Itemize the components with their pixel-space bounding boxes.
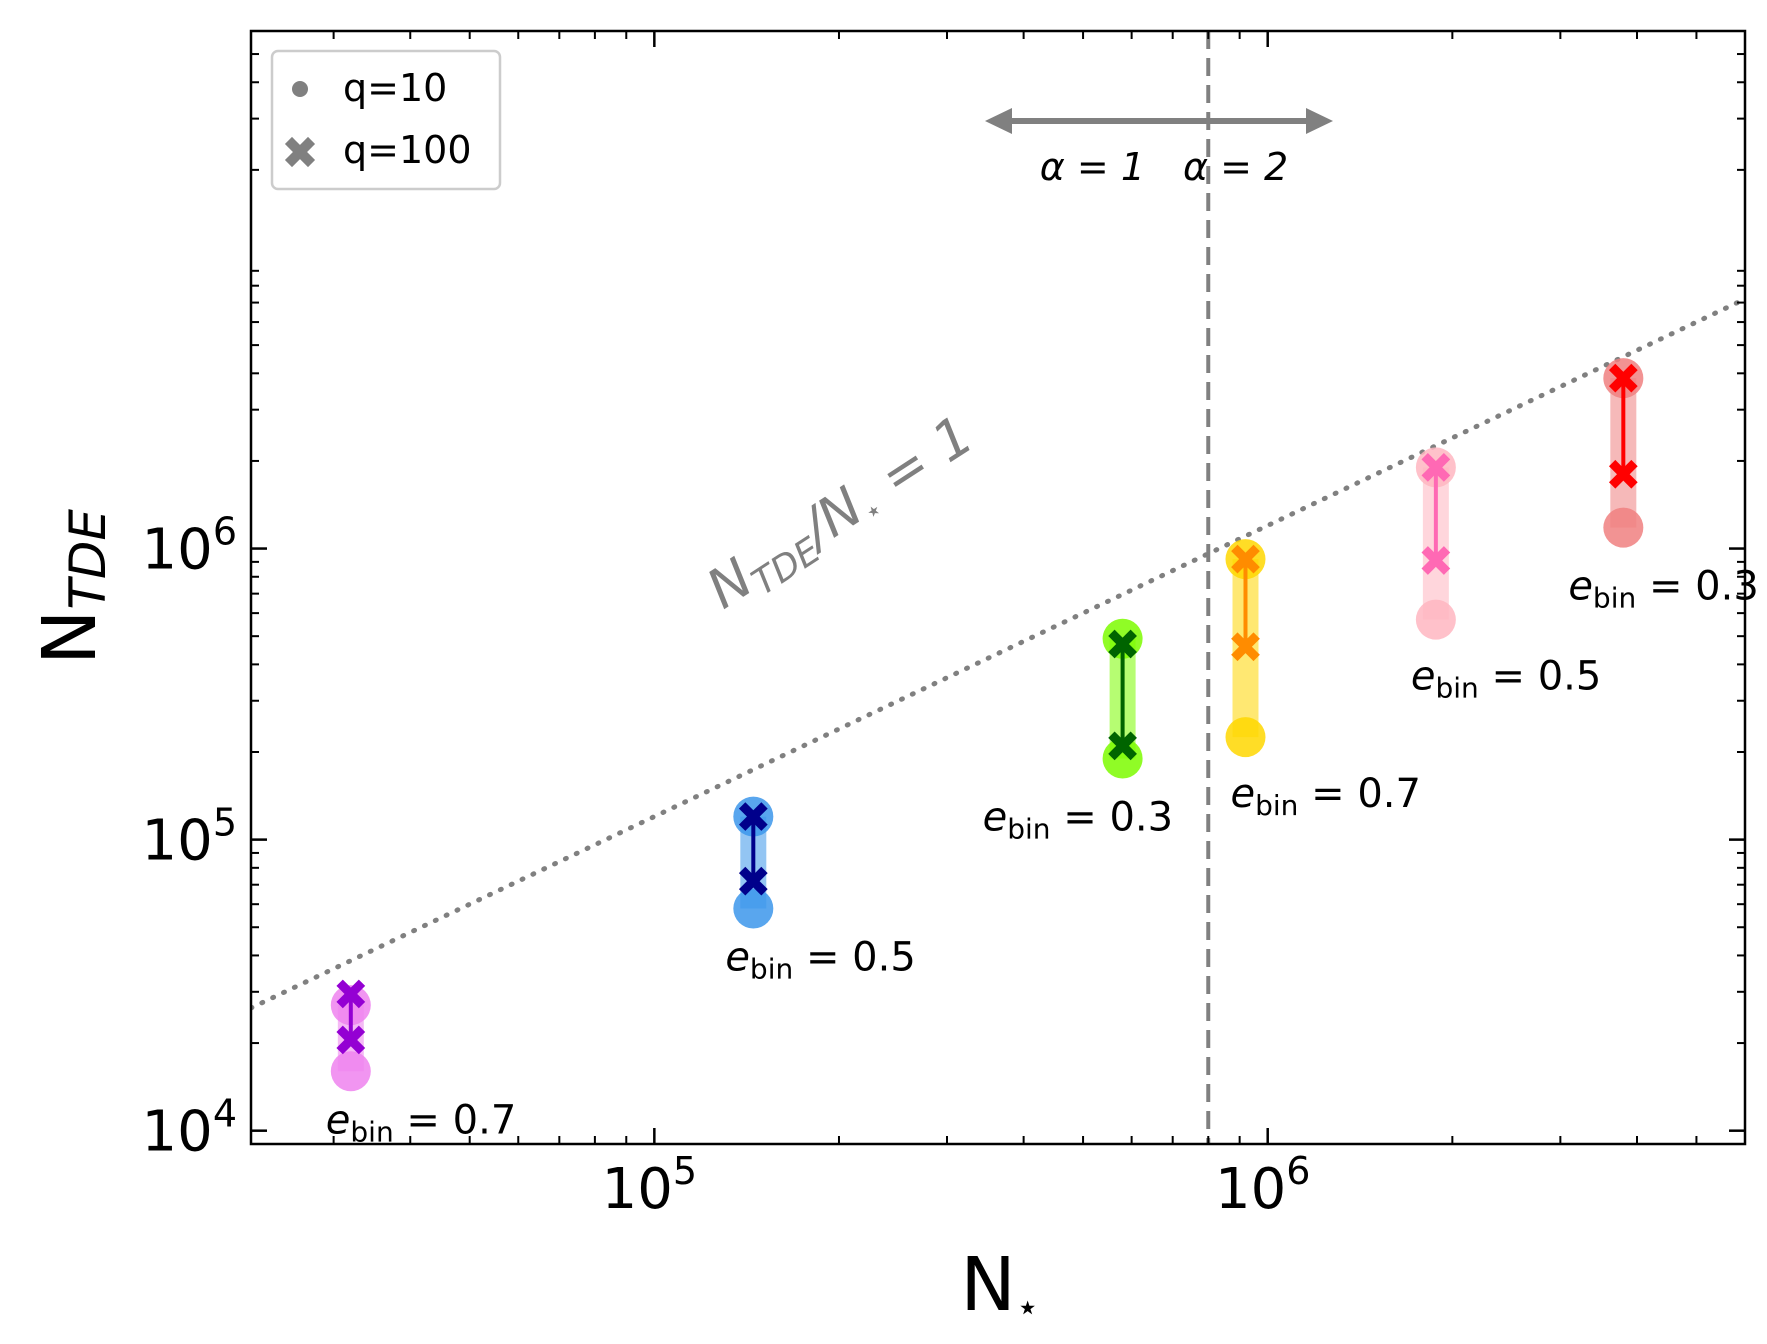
ebin-label-sub: bin xyxy=(1593,582,1636,615)
q100-max-point xyxy=(336,979,366,1009)
q10-min-point xyxy=(1102,738,1143,779)
alpha-arrow-left-head xyxy=(985,108,1012,134)
q10-min-point xyxy=(1225,717,1266,758)
ebin-label-4: ebin = 0.5 xyxy=(1411,654,1601,705)
ebin-label-e: e xyxy=(725,934,750,980)
y-tick-label-1: 105 xyxy=(142,801,237,874)
ebin-label-sub: bin xyxy=(750,952,793,985)
ebin-label-1: ebin = 0.5 xyxy=(725,934,915,985)
legend: q=10 q=100 xyxy=(270,49,502,191)
ebin-label-value: = 0.5 xyxy=(793,934,916,980)
ebin-label-5: ebin = 0.3 xyxy=(1568,564,1758,615)
q10-min-point xyxy=(1415,599,1456,640)
q10-min-point xyxy=(1603,507,1644,548)
x-tick-base: 10 xyxy=(602,1157,673,1222)
ebin-label-value: = 0.7 xyxy=(1298,771,1421,817)
q100-max-point xyxy=(1608,363,1638,393)
y-tick-label-2: 106 xyxy=(142,510,237,583)
y-axis-label-sub: TDE xyxy=(59,509,117,610)
data-group-0 xyxy=(330,979,371,1092)
ebin-label-value: = 0.3 xyxy=(1051,794,1174,840)
y-tick-exp: 4 xyxy=(213,1092,237,1136)
alpha-1-label: α = 1 xyxy=(1040,145,1145,189)
ebin-label-e: e xyxy=(1230,771,1255,817)
q100-min-point xyxy=(1108,731,1137,761)
y-tick-label-0: 104 xyxy=(142,1092,237,1165)
ebin-label-value: = 0.3 xyxy=(1636,564,1759,610)
data-group-3 xyxy=(1225,539,1266,758)
data-group-1 xyxy=(733,796,774,929)
axes-frame xyxy=(249,29,1747,1146)
minor-ticks xyxy=(251,31,1745,1144)
q100-min-point xyxy=(1421,546,1451,575)
data-group-4 xyxy=(1415,447,1456,640)
ebin-label-sub: bin xyxy=(1435,672,1478,705)
y-tick-base: 10 xyxy=(142,518,213,583)
y-tick-base: 10 xyxy=(142,1100,213,1165)
alpha-2-label: α = 2 xyxy=(1183,145,1288,189)
x-axis-label: N⋆ xyxy=(960,1242,1039,1329)
reference-line xyxy=(251,296,1745,1011)
ebin-label-2: ebin = 0.3 xyxy=(983,794,1173,845)
alpha-regime-arrows xyxy=(985,108,1333,134)
ebin-label-value: = 0.7 xyxy=(394,1097,517,1143)
x-tick-label-1: 106 xyxy=(1215,1149,1310,1222)
ebin-label-e: e xyxy=(983,794,1008,840)
x-axis-label-sub: ⋆ xyxy=(1016,1285,1040,1329)
legend-entry-q100: q=100 xyxy=(343,128,472,172)
ebin-label-sub: bin xyxy=(1007,812,1050,845)
x-tick-exp: 5 xyxy=(673,1149,697,1193)
x-tick-base: 10 xyxy=(1215,1157,1286,1222)
ebin-label-sub: bin xyxy=(1255,789,1298,822)
y-tick-base: 10 xyxy=(142,809,213,874)
ebin-label-3: ebin = 0.7 xyxy=(1230,771,1420,822)
y-axis-label-main: N xyxy=(27,610,113,665)
q100-min-point xyxy=(336,1025,366,1055)
ebin-label-e: e xyxy=(1568,564,1593,610)
ebin-label-0: ebin = 0.7 xyxy=(326,1097,516,1148)
y-tick-exp: 5 xyxy=(213,801,237,845)
legend-entry-q10: q=10 xyxy=(343,66,447,110)
ebin-label-e: e xyxy=(326,1097,351,1143)
q100-max-point xyxy=(1108,629,1137,659)
x-axis-label-main: N xyxy=(960,1242,1015,1328)
legend-box xyxy=(270,49,502,191)
q100-max-point xyxy=(1231,544,1260,574)
data-group-5 xyxy=(1603,358,1644,548)
plot-area xyxy=(251,31,1745,1144)
ebin-label-sub: bin xyxy=(350,1115,393,1148)
legend-circle-marker xyxy=(292,81,308,97)
y-tick-exp: 6 xyxy=(213,510,237,554)
major-ticks xyxy=(251,31,1745,1144)
q10-min-point xyxy=(733,888,774,929)
ebin-label-value: = 0.5 xyxy=(1479,654,1602,700)
y-axis-label: NTDE xyxy=(27,509,117,665)
q100-max-point xyxy=(1421,453,1451,482)
q100-min-point xyxy=(738,866,768,896)
ebin-label-e: e xyxy=(1411,654,1436,700)
legend-x-marker xyxy=(284,136,316,168)
data-group-2 xyxy=(1102,618,1143,779)
q100-min-point xyxy=(1231,632,1260,662)
q100-min-point xyxy=(1608,459,1638,489)
x-tick-exp: 6 xyxy=(1286,1149,1310,1193)
alpha-arrow-right-head xyxy=(1306,108,1333,134)
x-tick-label-0: 105 xyxy=(602,1149,697,1222)
q10-min-point xyxy=(330,1051,371,1092)
q100-max-point xyxy=(738,802,768,831)
